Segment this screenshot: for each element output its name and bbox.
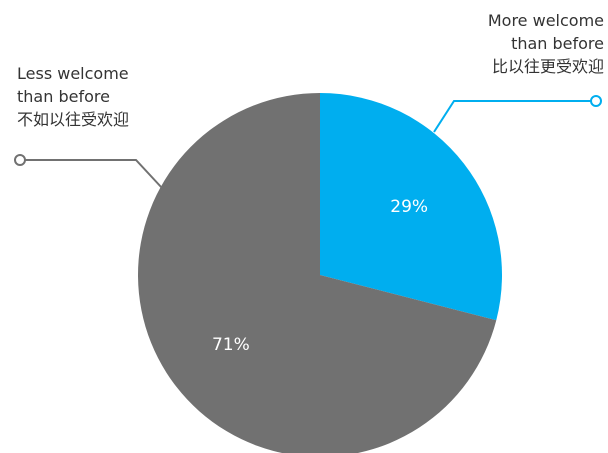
pie-slice: [320, 93, 502, 321]
callout-leader-line: [433, 100, 596, 133]
legend-label-more-welcome: More welcome than before 比以往更受欢迎: [488, 9, 604, 78]
legend-line: than before: [17, 87, 110, 106]
callout-marker: [590, 95, 602, 107]
callout-leader-line: [20, 159, 163, 189]
callout-marker: [14, 154, 26, 166]
legend-line: 比以往更受欢迎: [491, 57, 604, 76]
pie-slice: [138, 93, 497, 453]
legend-line: than before: [511, 34, 604, 53]
slice-value-label: 29%: [390, 197, 428, 217]
legend-line: Less welcome: [17, 64, 129, 83]
legend-line: More welcome: [487, 11, 604, 30]
legend-line: 不如以往受欢迎: [17, 110, 130, 129]
slice-value-label: 71%: [212, 335, 250, 355]
legend-label-less-welcome: Less welcome than before 不如以往受欢迎: [17, 62, 129, 131]
